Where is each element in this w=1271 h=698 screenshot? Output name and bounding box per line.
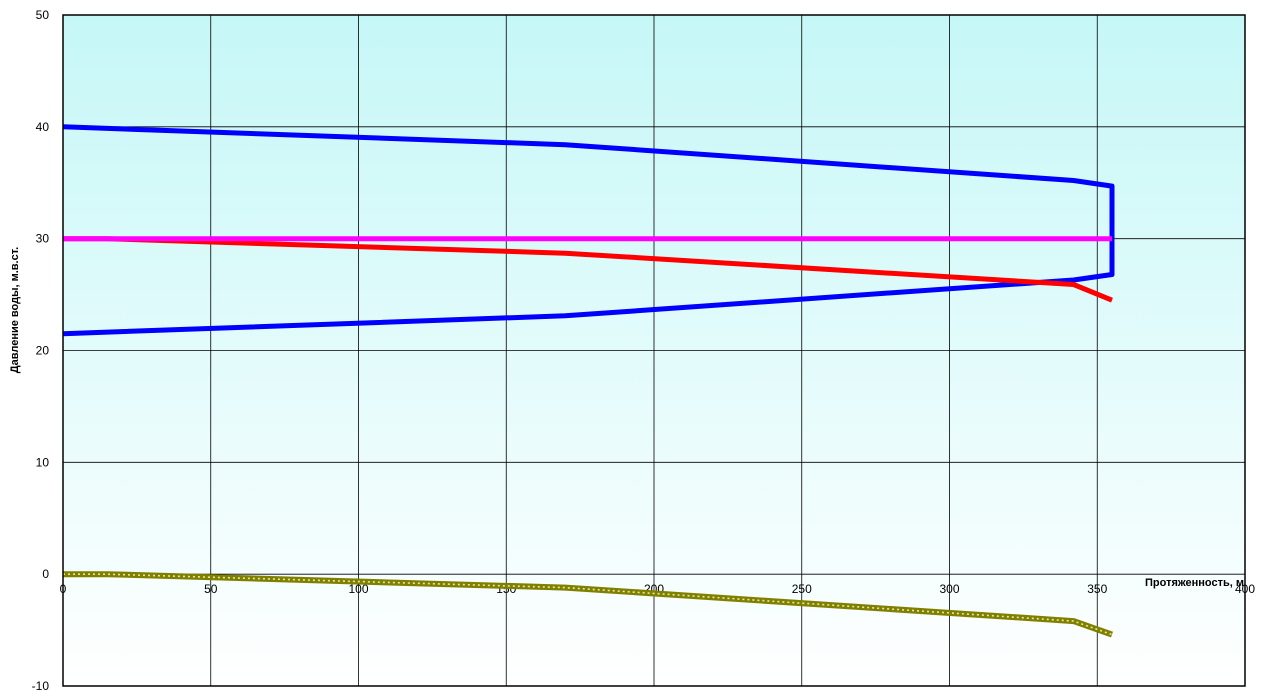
y-tick-label: 50 (36, 8, 50, 22)
y-tick-label: 20 (36, 344, 50, 358)
x-tick-label: 350 (1087, 582, 1107, 596)
x-tick-label: 300 (939, 582, 959, 596)
series-line-1 (62, 124, 1115, 337)
x-tick-label: 50 (204, 582, 218, 596)
y-tick-label: 10 (36, 455, 50, 469)
y-tick-label: 0 (42, 567, 49, 581)
plot-frame (62, 14, 1246, 687)
y-tick-label: 40 (36, 120, 50, 134)
series-line-4-pattern (63, 573, 1113, 636)
y-tick-label: 30 (36, 232, 50, 246)
x-axis-title: Протяженность, м (1145, 577, 1244, 589)
y-tick-label: -10 (32, 679, 50, 693)
x-tick-label: 100 (348, 582, 368, 596)
x-tick-label: 250 (792, 582, 812, 596)
y-axis-ticks: -10 0 10 20 30 40 50 (32, 8, 50, 693)
y-axis-title: Давление воды, м.в.ст. (9, 247, 21, 373)
series-layer (62, 124, 1115, 638)
